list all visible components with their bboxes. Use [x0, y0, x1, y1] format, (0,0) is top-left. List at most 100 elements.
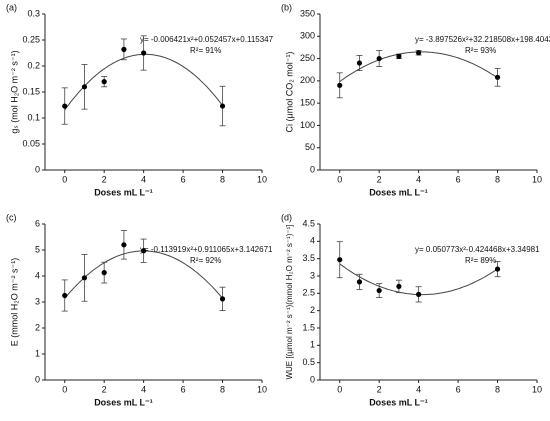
y-tick-label: 350 — [300, 8, 315, 18]
x-tick-label: 2 — [102, 384, 107, 394]
point — [141, 248, 147, 254]
y-axis-label: gₛ (mol H₂O m⁻² s⁻¹) — [9, 50, 19, 133]
panel-label: (c) — [6, 212, 17, 222]
y-tick-label: 4.5 — [302, 218, 315, 228]
x-tick-label: 0 — [62, 384, 67, 394]
r-squared: R²= 89% — [465, 256, 496, 265]
x-tick-label: 2 — [102, 174, 107, 184]
y-tick-label: 0.3 — [27, 8, 40, 18]
y-axis-label: WUE [(μmol m⁻² s⁻¹)(mmol H₂O m⁻² s⁻¹)⁻¹] — [285, 224, 294, 379]
y-tick-label: 2 — [310, 305, 315, 315]
r-squared: R²= 92% — [190, 256, 221, 265]
y-tick-label: 0 — [35, 374, 40, 384]
y-tick-label: 3 — [310, 270, 315, 280]
x-tick-label: 8 — [220, 384, 225, 394]
x-tick-label: 4 — [416, 384, 421, 394]
y-tick-label: 0 — [310, 374, 315, 384]
point — [219, 103, 226, 109]
panel-label: (b) — [281, 2, 292, 12]
equation: y= -0.006421x²+0.052457x+0.115347 — [140, 35, 274, 44]
x-tick-label: 10 — [532, 384, 542, 394]
x-axis-label: Doses mL L⁻¹ — [94, 187, 153, 197]
x-tick-label: 0 — [62, 174, 67, 184]
x-tick-label: 10 — [257, 384, 267, 394]
x-tick-label: 4 — [141, 174, 146, 184]
y-tick-label: 3.5 — [302, 253, 315, 263]
equation: y= -3.897526x²+32.218508x+198.40436 — [415, 35, 550, 44]
x-tick-label: 10 — [532, 174, 542, 184]
y-tick-label: 2 — [35, 322, 40, 332]
y-tick-label: 250 — [300, 53, 315, 63]
y-tick-label: 4 — [35, 270, 40, 280]
r-squared: R²= 93% — [465, 46, 496, 55]
point — [494, 74, 501, 80]
point — [121, 242, 127, 248]
point — [101, 270, 107, 276]
point — [396, 53, 402, 59]
point — [356, 60, 363, 66]
y-tick-label: 5 — [35, 244, 40, 254]
point — [62, 292, 68, 299]
y-tick-label: 0.1 — [27, 112, 40, 122]
y-tick-label: 0 — [310, 164, 315, 174]
point — [121, 46, 127, 52]
y-tick-label: 1 — [310, 340, 315, 350]
point — [396, 283, 402, 289]
y-tick-label: 300 — [300, 31, 315, 41]
x-axis-label: Doses mL L⁻¹ — [369, 187, 428, 197]
point — [494, 266, 501, 272]
x-tick-label: 6 — [181, 174, 186, 184]
y-tick-label: 0.5 — [302, 357, 315, 367]
x-tick-label: 10 — [257, 174, 267, 184]
fit-curve — [339, 51, 498, 82]
point — [376, 55, 382, 62]
y-tick-label: 100 — [300, 120, 315, 130]
point — [81, 275, 88, 281]
y-axis-label: E (mmol H₂O m⁻² s⁻¹) — [9, 258, 19, 346]
equation: y= -0.113919x²+0.911065x+3.142671 — [140, 245, 273, 254]
r-squared: R²= 91% — [190, 46, 221, 55]
point — [62, 103, 68, 109]
point — [356, 279, 363, 285]
y-tick-label: 6 — [35, 218, 40, 228]
point — [101, 79, 107, 85]
x-tick-label: 6 — [456, 174, 461, 184]
x-tick-label: 8 — [220, 174, 225, 184]
x-tick-label: 8 — [495, 384, 500, 394]
y-tick-label: 4 — [310, 236, 315, 246]
point — [416, 291, 422, 297]
point — [81, 84, 88, 90]
y-tick-label: 0.15 — [22, 86, 40, 96]
y-tick-label: 0.25 — [22, 34, 40, 44]
y-tick-label: 1.5 — [302, 322, 315, 332]
point — [337, 257, 343, 263]
y-tick-label: 50 — [305, 142, 315, 152]
x-axis-label: Doses mL L⁻¹ — [94, 397, 153, 407]
y-tick-label: 150 — [300, 98, 315, 108]
y-tick-label: 200 — [300, 75, 315, 85]
y-tick-label: 3 — [35, 296, 40, 306]
x-tick-label: 6 — [181, 384, 186, 394]
panel-label: (a) — [6, 2, 17, 12]
x-tick-label: 2 — [377, 384, 382, 394]
point — [376, 287, 382, 294]
x-tick-label: 6 — [456, 384, 461, 394]
equation: y= 0.050773x²-0.424468x+3.34981 — [415, 245, 540, 254]
y-tick-label: 0 — [35, 164, 40, 174]
x-tick-label: 2 — [377, 174, 382, 184]
x-tick-label: 4 — [416, 174, 421, 184]
x-tick-label: 0 — [337, 384, 342, 394]
y-tick-label: 2.5 — [302, 288, 315, 298]
point — [416, 50, 422, 56]
panel-label: (d) — [281, 212, 292, 222]
point — [219, 296, 226, 302]
x-axis-label: Doses mL L⁻¹ — [369, 397, 428, 407]
x-tick-label: 4 — [141, 384, 146, 394]
y-tick-label: 0.2 — [27, 60, 40, 70]
y-tick-label: 1 — [35, 348, 40, 358]
x-tick-label: 0 — [337, 174, 342, 184]
y-axis-label: Ci (μmol CO₂ mol⁻¹) — [284, 52, 294, 133]
x-tick-label: 8 — [495, 174, 500, 184]
point — [141, 50, 147, 56]
